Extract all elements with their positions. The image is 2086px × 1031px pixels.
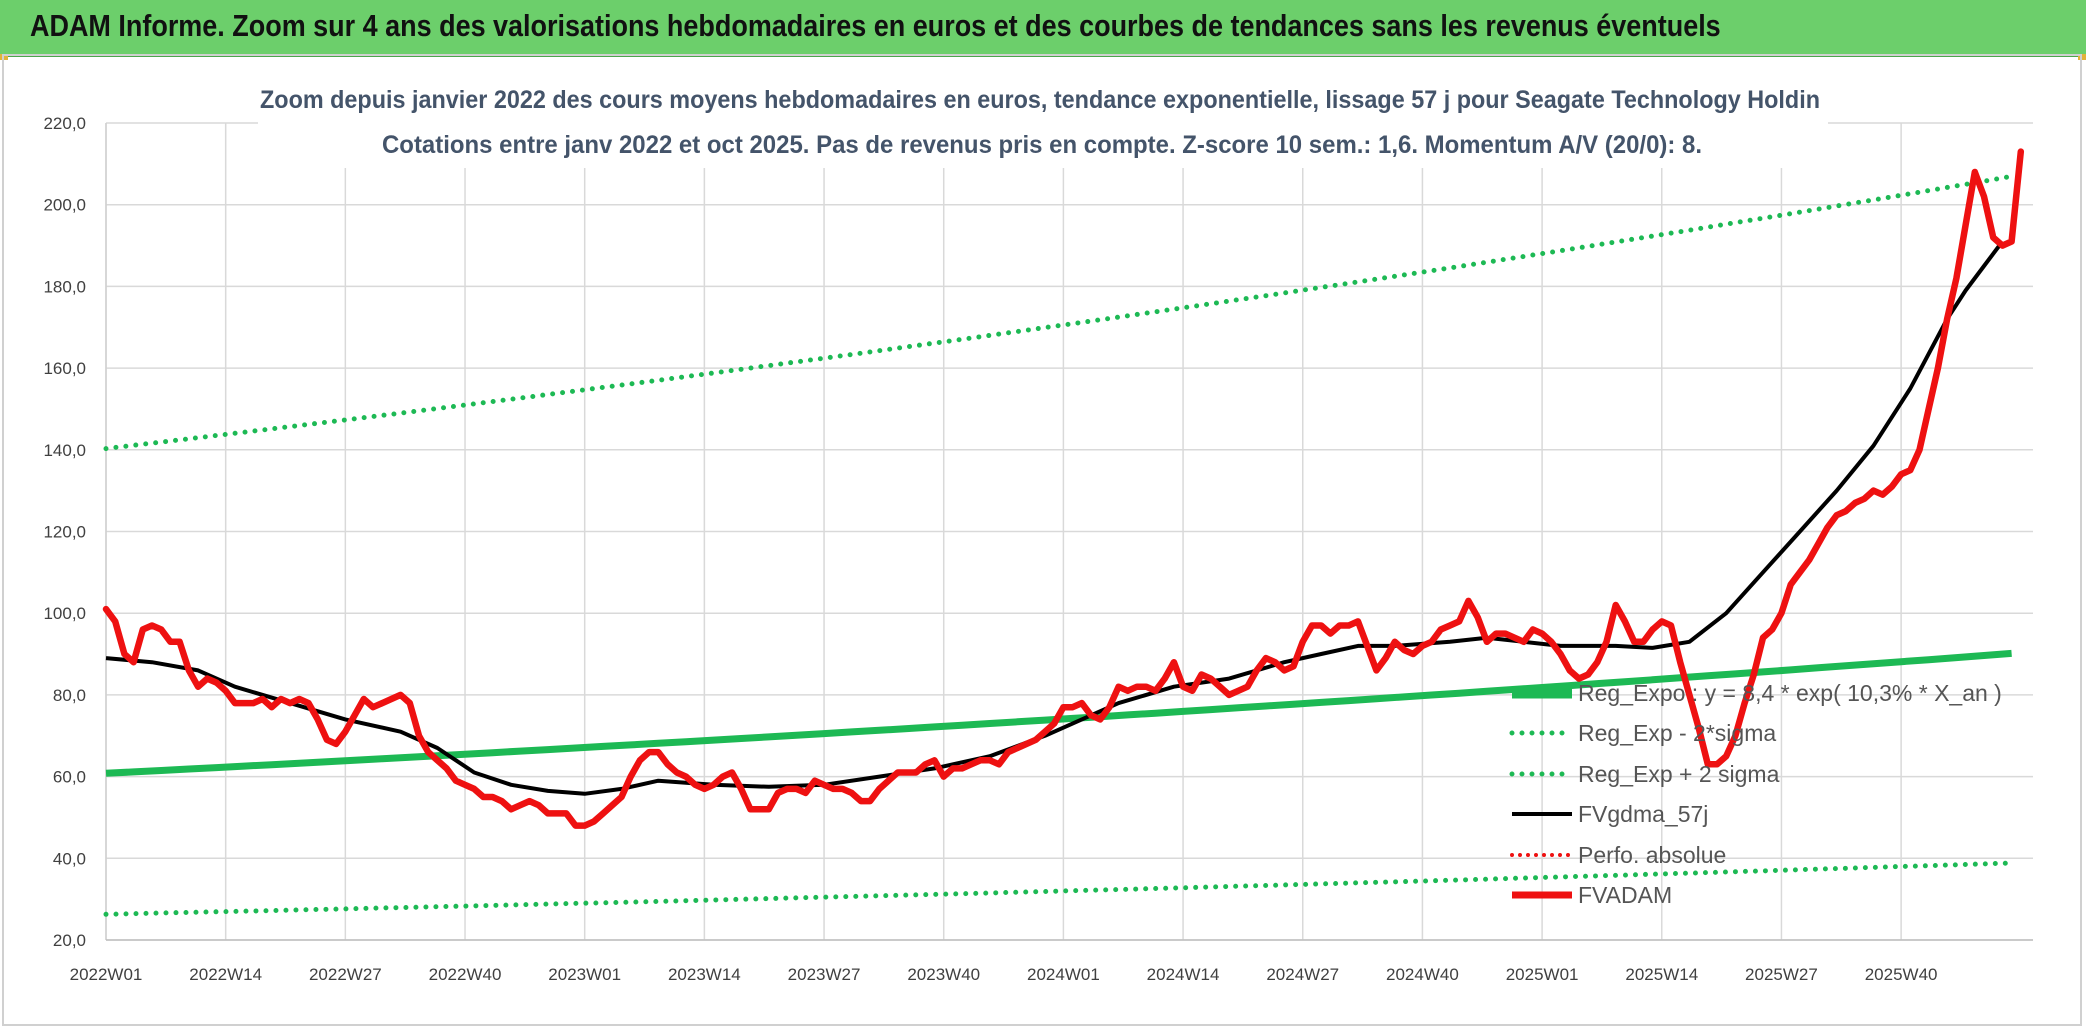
legend-entry-reg-expo-label: Reg_Expo : y = 8,4 * exp( 10,3% * X_an ) bbox=[1578, 680, 2002, 706]
x-tick-label: 2023W14 bbox=[668, 965, 741, 984]
y-tick-label: 120,0 bbox=[43, 523, 86, 542]
legend-entry-perfo-label: Perfo. absolue bbox=[1578, 842, 1726, 868]
x-tick-label: 2023W01 bbox=[548, 965, 621, 984]
chart-title-line1: Zoom depuis janvier 2022 des cours moyen… bbox=[260, 86, 1820, 114]
x-tick-label: 2022W40 bbox=[429, 965, 502, 984]
x-tick-label: 2022W14 bbox=[189, 965, 262, 984]
x-tick-label: 2025W40 bbox=[1865, 965, 1938, 984]
x-tick-label: 2025W14 bbox=[1625, 965, 1698, 984]
y-tick-label: 200,0 bbox=[43, 196, 86, 215]
x-tick-label: 2024W27 bbox=[1266, 965, 1339, 984]
gridlines bbox=[105, 122, 2033, 941]
y-axis-ticks: 20,0 40,0 60,0 80,0 100,0 120,0 140,0 160,0 180,… bbox=[43, 114, 86, 950]
y-tick-label: 160,0 bbox=[43, 359, 86, 378]
y-tick-label: 40,0 bbox=[53, 849, 86, 868]
y-tick-label: 180,0 bbox=[43, 277, 86, 296]
x-tick-label: 2022W27 bbox=[309, 965, 382, 984]
x-tick-label: 2023W27 bbox=[788, 965, 861, 984]
x-tick-label: 2024W01 bbox=[1027, 965, 1100, 984]
series-fvadam bbox=[102, 148, 2025, 829]
series-group bbox=[102, 148, 2025, 917]
y-tick-label: 80,0 bbox=[53, 686, 86, 705]
banner-title: ADAM Informe. Zoom sur 4 ans des valoris… bbox=[30, 8, 1721, 43]
legend-entry-reg-plus-label: Reg_Exp + 2 sigma bbox=[1578, 761, 1780, 787]
series-reg-minus-2sigma bbox=[103, 860, 2015, 917]
legend-entry-reg-minus-label: Reg_Exp - 2*sigma bbox=[1578, 720, 1776, 746]
x-tick-label: 2024W40 bbox=[1386, 965, 1459, 984]
x-tick-label: 2022W01 bbox=[70, 965, 143, 984]
x-tick-label: 2024W14 bbox=[1147, 965, 1220, 984]
x-tick-label: 2025W27 bbox=[1745, 965, 1818, 984]
legend-entry-fvadam-label: FVADAM bbox=[1578, 882, 1672, 908]
y-tick-label: 20,0 bbox=[53, 931, 86, 950]
series-fvgdma-57j bbox=[105, 240, 2004, 796]
y-tick-label: 60,0 bbox=[53, 768, 86, 787]
x-tick-label: 2023W40 bbox=[907, 965, 980, 984]
corner-mark-right bbox=[2078, 54, 2086, 60]
y-tick-label: 220,0 bbox=[43, 114, 86, 133]
y-tick-label: 100,0 bbox=[43, 604, 86, 623]
chart-title-line2: Cotations entre janv 2022 et oct 2025. P… bbox=[382, 131, 1702, 159]
chart-frame bbox=[2, 54, 2082, 1026]
legend-entry-fvgdma-label: FVgdma_57j bbox=[1578, 801, 1708, 827]
title-background bbox=[258, 78, 1828, 168]
series-reg-plus-2sigma bbox=[103, 173, 2015, 452]
x-tick-label: 2025W01 bbox=[1506, 965, 1579, 984]
y-tick-label: 140,0 bbox=[43, 441, 86, 460]
corner-mark-left bbox=[0, 54, 8, 60]
legend: Reg_Expo : y = 8,4 * exp( 10,3% * X_an )… bbox=[1509, 680, 2002, 908]
x-axis-ticks: 2022W01 2022W14 2022W27 2022W40 2023W01 2023W… bbox=[70, 965, 1938, 984]
